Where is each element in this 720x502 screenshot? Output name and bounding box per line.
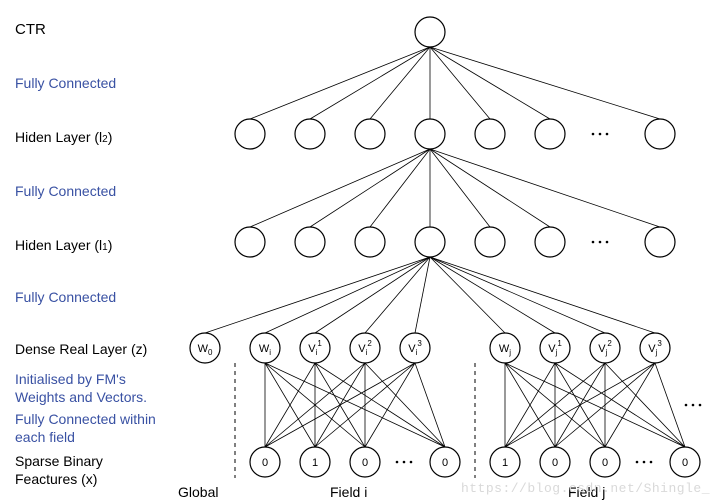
label-global: Global (178, 483, 218, 501)
label-init2: Weights and Vectors. (15, 388, 147, 406)
svg-text:1: 1 (502, 457, 508, 469)
svg-text:0: 0 (552, 457, 558, 469)
svg-text:0: 0 (362, 457, 368, 469)
watermark: https://blog.csdn.net/Shingle_ (461, 481, 710, 496)
label-sparse1: Sparse Binary (15, 452, 103, 470)
label-fc4a: Fully Connected within (15, 410, 156, 428)
label-hidden1: Hiden Layer (l1) (15, 236, 112, 254)
svg-text:0: 0 (262, 457, 268, 469)
label-init1: Initialised by FM's (15, 370, 126, 388)
label-hidden2: Hiden Layer (l2) (15, 128, 112, 146)
svg-text:0: 0 (602, 457, 608, 469)
svg-text:1: 1 (312, 457, 318, 469)
label-dense: Dense Real Layer (z) (15, 340, 147, 358)
label-sparse2: Feactures (x) (15, 470, 97, 488)
label-fieldi: Field i (330, 483, 367, 501)
label-fc1: Fully Connected (15, 74, 116, 92)
svg-text:0: 0 (442, 457, 448, 469)
label-fc2: Fully Connected (15, 182, 116, 200)
label-fc3: Fully Connected (15, 288, 116, 306)
label-ctr: CTR (15, 20, 46, 40)
label-fc4b: each field (15, 428, 75, 446)
svg-text:0: 0 (682, 457, 688, 469)
